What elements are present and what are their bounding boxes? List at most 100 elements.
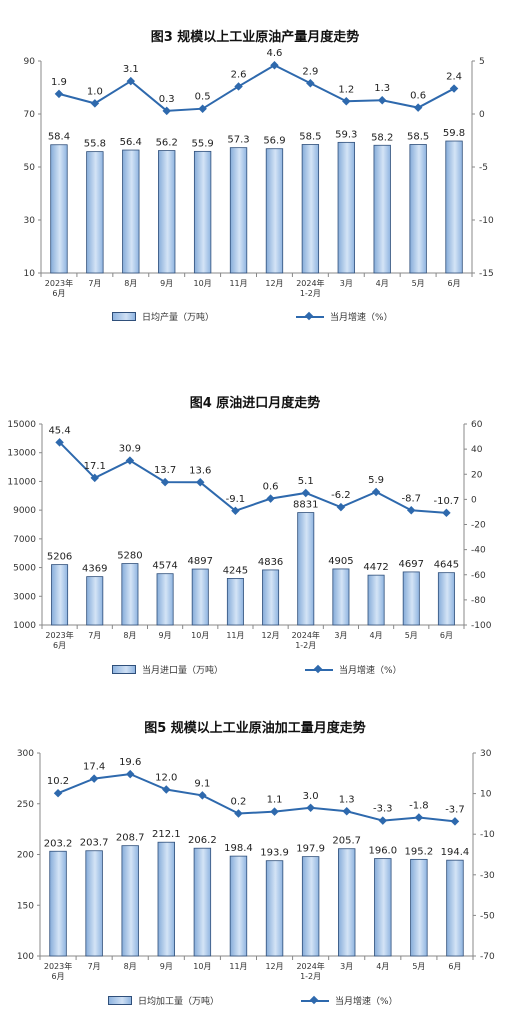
x-tick-label: 3月 [340,279,353,288]
line-value-label: -6.2 [331,490,351,501]
bar [437,572,455,626]
right-tick-label: 5 [479,57,485,67]
right-tick-label: -30 [480,871,495,881]
bar-value-label: 4574 [152,561,177,572]
bar [156,573,174,626]
bar [367,574,385,626]
left-tick-label: 150 [17,901,34,911]
line-value-label: 1.0 [87,86,103,97]
bar [338,848,356,957]
x-tick-label: 2023年 [45,630,73,640]
bar-value-label: 195.2 [405,846,434,857]
x-tick-label: 8月 [123,631,136,640]
line-point [125,769,135,779]
bar-value-label: 205.7 [332,836,361,847]
line-point [270,807,279,816]
x-tick-label: 6月 [448,962,461,971]
bar [374,858,392,957]
bar-value-label: 56.2 [156,138,178,149]
line-point [301,488,310,498]
growth-line [58,64,455,112]
line-point [162,106,171,116]
left-tick-label: 200 [17,851,34,861]
bar-value-label: 59.3 [335,129,357,140]
bar-value-label: 193.9 [260,848,289,859]
bar-value-label: 58.5 [299,131,321,142]
legend-bar-swatch [112,312,136,321]
line-value-label: 3.0 [303,791,319,802]
left-tick-label: 30 [24,216,36,226]
line-point [306,803,315,813]
x-tick-label: 11月 [226,631,244,640]
x-tick-label: 3月 [334,631,347,640]
line-point [198,104,207,113]
left-tick-label: 15000 [7,420,36,430]
x-tick-label: 1-2月 [300,289,321,298]
bar [301,144,320,274]
right-tick-label: 10 [480,790,492,800]
bar [51,564,69,626]
bar [402,571,420,626]
line-point [342,97,351,106]
line-value-label: -1.8 [409,801,429,812]
bar-value-label: 208.7 [116,833,145,844]
x-tick-label: 3月 [340,962,353,971]
bar-value-label: 194.4 [441,847,470,858]
line-point [162,785,171,794]
chart-svg: 1000 3000 5000 7000 9000 11000 13000 15000 -100 -… [7,420,492,650]
chart-title: 图4 原油进口月度走势 [189,396,321,411]
right-tick-label: -10 [480,830,495,840]
right-tick-label: 0 [471,495,477,505]
line-point [90,473,99,483]
x-tick-label: 12月 [265,279,283,288]
bar-value-label: 4897 [188,556,213,567]
right-tick-label: -50 [480,911,495,921]
left-tick-label: 300 [17,749,34,759]
legend: 日均加工量（万吨） 当月增速（%） [108,994,398,1007]
bar [265,860,284,957]
x-tick-label: 11月 [229,962,247,971]
line-value-label: 1.1 [267,795,283,806]
line-value-label: 13.6 [189,465,211,476]
line-value-label: -8.7 [401,493,421,504]
line-point [125,456,135,465]
x-tick-label: 5月 [405,631,418,640]
line-value-label: 0.6 [263,482,279,493]
legend: 当月进口量（万吨） 当月增速（%） [112,663,402,676]
line-value-label: 30.9 [119,444,141,455]
line-point [234,809,243,818]
bar-value-label: 4245 [223,565,248,576]
right-tick-label: -100 [471,621,492,631]
bar-value-label: 4836 [258,557,283,568]
x-tick-label: 7月 [88,631,101,640]
x-tick-label: 2024年 [296,961,324,971]
right-tick-label: 30 [480,749,492,759]
line-point [414,813,424,822]
bar [85,850,103,957]
x-tick-label: 12月 [265,962,283,971]
right-tick-label: -40 [471,546,486,556]
line-value-label: 3.1 [123,64,139,75]
line-value-label: 10.2 [47,776,69,787]
x-tick-label: 1-2月 [295,641,316,650]
bar-value-label: 198.4 [224,843,253,854]
line-value-label: 13.7 [154,465,176,476]
line-value-label: 4.6 [267,48,283,59]
left-tick-label: 90 [24,57,36,67]
legend-bar-label: 日均加工量（万吨） [138,997,220,1007]
bar-value-label: 58.2 [371,132,393,143]
x-tick-label: 2023年 [45,278,73,288]
left-tick-label: 10 [24,269,36,279]
legend-line-swatch [296,315,325,318]
legend: 日均产量（万吨） 当月增速（%） [112,310,393,323]
x-tick-label: 1-2月 [300,972,321,981]
line-value-label: 2.9 [302,66,318,77]
bar-value-label: 8831 [293,500,318,511]
x-tick-label: 12月 [261,631,279,640]
left-tick-label: 50 [24,163,36,173]
line-value-label: 0.2 [231,796,247,807]
right-tick-label: -70 [480,952,495,962]
bar [86,576,104,626]
line-value-label: 5.9 [368,475,384,486]
chart-title: 图5 规模以上工业原油加工量月度走势 [144,721,366,736]
